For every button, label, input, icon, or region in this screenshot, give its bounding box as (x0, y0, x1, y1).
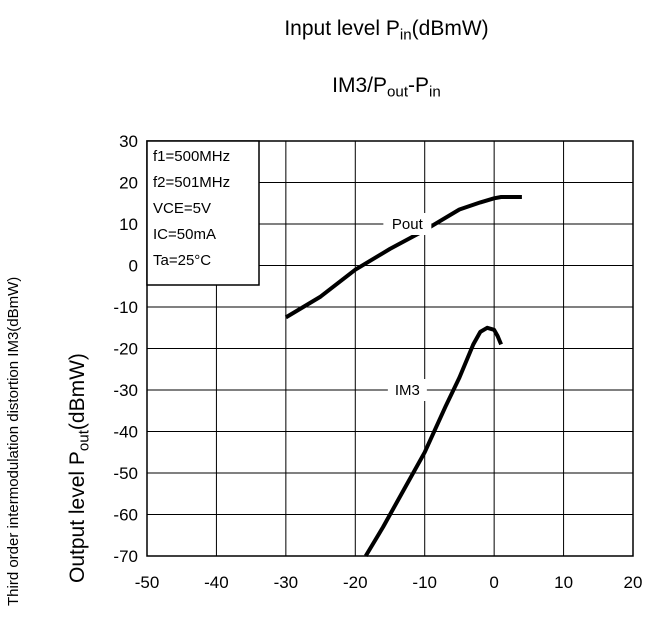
x-tick-label: -10 (412, 573, 437, 592)
y-tick-label: 0 (129, 257, 138, 276)
x-tick-label: -30 (274, 573, 299, 592)
x-tick-label: 10 (554, 573, 573, 592)
condition-text: f2=501MHz (153, 174, 230, 191)
series-layer: Pout IM3 (284, 195, 522, 558)
y-tick-label: -10 (113, 298, 138, 317)
condition-text: Ta=25°C (153, 252, 211, 269)
series-label-background (387, 379, 427, 401)
series-label-background (383, 213, 432, 235)
x-tick-label: -20 (343, 573, 368, 592)
y-tick-label: -70 (113, 547, 138, 566)
x-tick-label: -50 (135, 573, 160, 592)
series-line-pout (284, 195, 522, 320)
condition-text: IC=50mA (153, 226, 216, 243)
y-tick-label: -20 (113, 340, 138, 359)
condition-text: f1=500MHz (153, 148, 230, 165)
x-tick-label: 20 (624, 573, 643, 592)
series-line-im3 (363, 325, 503, 558)
chart-title: Input level Pin(dBmW) (284, 17, 489, 44)
conditions-box-frame (146, 140, 260, 286)
tick-labels: -50 -40 -30 -20 -10 0 10 20 30 20 10 0 -10 -20 -30 -40 -… (113, 132, 642, 592)
x-tick-label: 0 (489, 573, 498, 592)
plot-frame (146, 140, 634, 557)
y-tick-label: -60 (113, 506, 138, 525)
conditions-box: f1=500MHz f2=501MHz VCE=5V IC=50mA Ta=25°C (146, 140, 260, 286)
y-tick-label: 10 (119, 215, 138, 234)
series-label-pout: Pout (392, 216, 424, 233)
y-tick-label: 30 (119, 132, 138, 151)
y-tick-label: -50 (113, 464, 138, 483)
chart-subtitle: IM3/Pout-Pin (332, 74, 441, 101)
x-tick-label: -40 (204, 573, 229, 592)
y-tick-label: -30 (113, 381, 138, 400)
y-tick-label: -40 (113, 423, 138, 442)
series-label-im3: IM3 (395, 382, 420, 399)
y-tick-label: 20 (119, 174, 138, 193)
condition-text: VCE=5V (153, 200, 211, 217)
